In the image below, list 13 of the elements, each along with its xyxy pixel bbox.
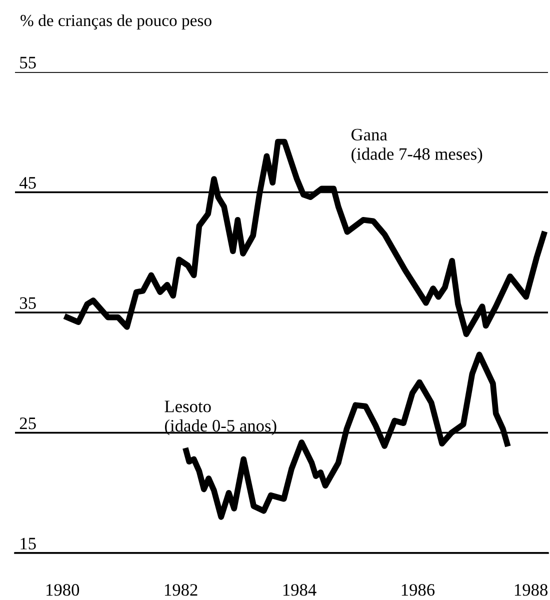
y-tick-label: 25 (20, 418, 36, 430)
y-tick-label: 35 (20, 297, 36, 309)
x-tick-label: 1986 (402, 584, 435, 596)
series-label: Gana (idade 7-48 meses) (352, 128, 482, 164)
x-tick-label: 1982 (164, 584, 198, 596)
series-label: Lesoto (idade 0-5 anos) (164, 400, 276, 436)
y-tick-label: 15 (20, 538, 36, 550)
y-tick-label: 55 (20, 56, 36, 68)
x-tick-label: 1980 (46, 584, 80, 596)
y-axis-title: % de crianças de pouco peso (20, 14, 212, 30)
x-tick-label: 1988 (514, 584, 548, 596)
y-tick-label: 45 (20, 177, 36, 189)
x-tick-label: 1984 (283, 584, 316, 596)
